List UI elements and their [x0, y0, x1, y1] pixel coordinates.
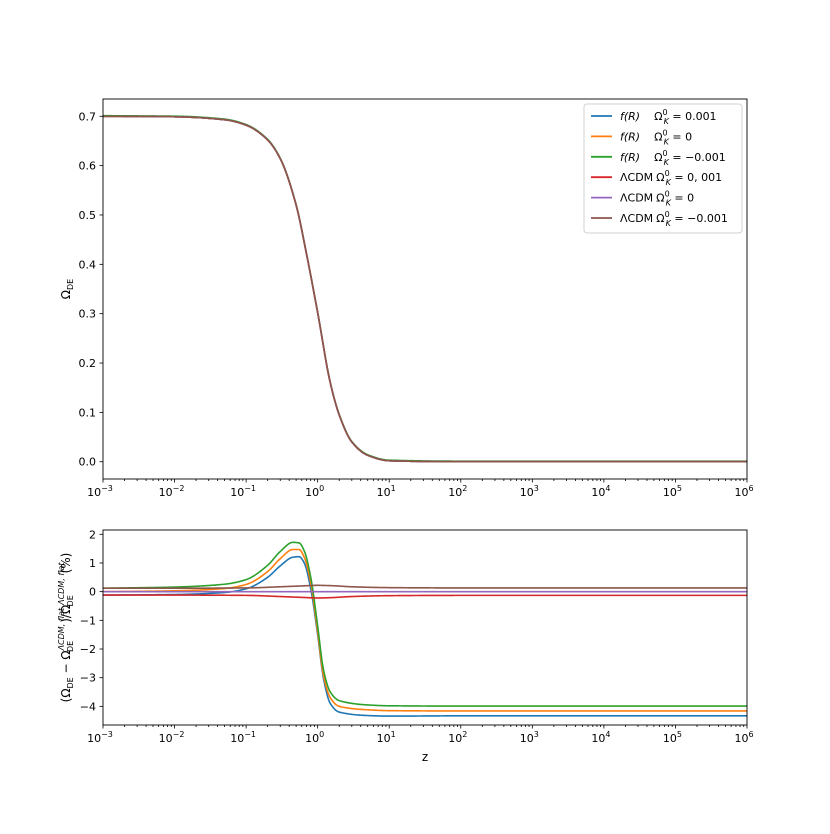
series-line: [103, 594, 747, 599]
x-tick-label: 10−3: [87, 484, 113, 499]
series-line: [103, 555, 747, 717]
x-tick-label: 102: [448, 730, 467, 745]
x-tick-label: 10−2: [159, 730, 185, 745]
plot-frame-bottom: [102, 529, 748, 726]
x-axis-label: z: [422, 750, 428, 764]
y-axis-label-bottom: (ΩDE − ΩΛCDM, flatDE)/ΩΛCDM, flatDE (%): [57, 553, 75, 703]
legend-entry: ΛCDM Ω0 K = 0, 001: [620, 169, 722, 187]
series-line: [103, 115, 747, 463]
x-tick-label: 103: [520, 484, 539, 499]
y-tick-label: 0.3: [79, 308, 97, 321]
y-tick-label: 0.2: [79, 357, 97, 370]
legend-entry: ΛCDM Ω0 K = 0: [620, 190, 694, 208]
y-tick-label: −4: [80, 700, 96, 713]
x-tick-label: 10−2: [159, 484, 185, 499]
x-tick-label: 10−1: [230, 730, 256, 745]
x-tick-label: 104: [591, 484, 610, 499]
y-tick-label: 0.4: [79, 258, 97, 271]
series-line: [103, 541, 747, 707]
x-tick-label: 102: [448, 484, 467, 499]
top-series-group: [103, 114, 747, 463]
x-tick-label: 104: [591, 730, 610, 745]
plot-frame-top: [102, 98, 748, 480]
y-tick-label: 0.6: [79, 160, 97, 173]
legend: f(R) Ω0 K = 0.001 f(R) Ω0 K = 0 f(R) Ω0 K = −0.0…: [583, 103, 743, 234]
y-axis-label-top: ΩDE: [59, 279, 75, 299]
x-tick-label: 105: [663, 484, 682, 499]
y-tick-label: 0.7: [79, 110, 97, 123]
y-tick-label: 1: [89, 557, 96, 570]
axes-bottom: 10−3 10−2 10−1 100 101 102 103 104 105 106−4−3−2−…: [80, 528, 754, 745]
x-tick-label: 100: [305, 730, 324, 745]
x-tick-label: 10−3: [87, 730, 113, 745]
y-tick-label: −3: [80, 672, 96, 685]
y-tick-label: 0.0: [79, 456, 97, 469]
legend-entry: ΛCDM Ω0 K = −0.001: [620, 210, 728, 228]
y-tick-label: −2: [80, 643, 96, 656]
y-tick-label: 2: [89, 528, 96, 541]
bottom-series-group: [103, 541, 747, 717]
series-line: [103, 584, 747, 590]
x-tick-label: 103: [520, 730, 539, 745]
y-tick-label: 0: [89, 586, 96, 599]
y-tick-label: −1: [80, 614, 96, 627]
x-tick-label: 106: [734, 484, 753, 499]
x-tick-label: 100: [305, 484, 324, 499]
y-tick-label: 0.5: [79, 209, 97, 222]
legend-box: [583, 103, 743, 234]
legend-entry: f(R) Ω0 K = 0: [620, 128, 692, 146]
axes-top: 10−3 10−2 10−1 100 101 102 103 104 105 106 0.0 0.1 0…: [79, 110, 754, 499]
x-tick-label: 106: [734, 730, 753, 745]
legend-entry: f(R) Ω0 K = −0.001: [620, 149, 726, 167]
series-line: [103, 548, 747, 712]
x-tick-label: 105: [663, 730, 682, 745]
x-tick-label: 101: [377, 484, 396, 499]
y-tick-label: 0.1: [79, 406, 97, 419]
legend-entry: f(R) Ω0 K = 0.001: [620, 108, 717, 126]
x-tick-label: 101: [377, 730, 396, 745]
x-tick-label: 10−1: [230, 484, 256, 499]
